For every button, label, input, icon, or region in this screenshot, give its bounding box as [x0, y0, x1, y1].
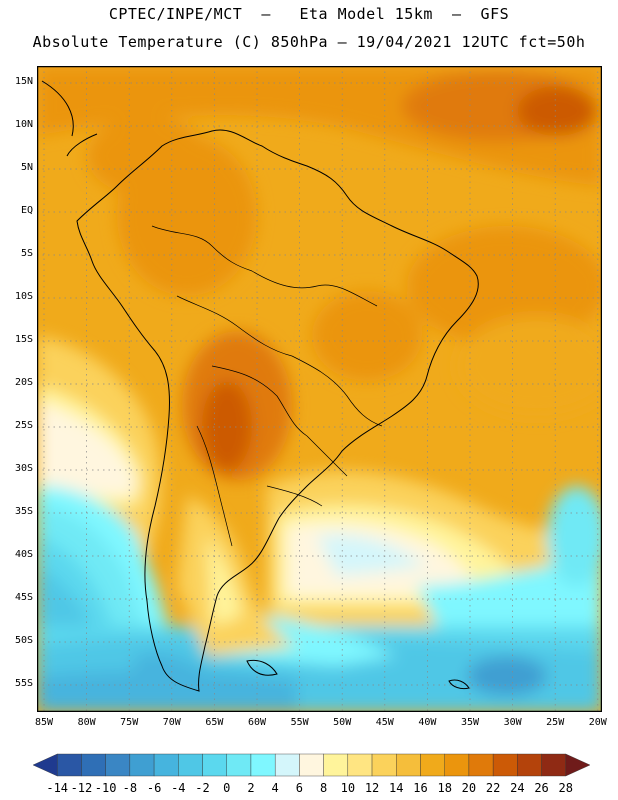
lon-tick-label: 20W	[588, 717, 607, 728]
colorbar-label: 10	[341, 781, 355, 795]
colorbar-swatch	[517, 753, 542, 777]
colorbar-label: -6	[147, 781, 161, 795]
colorbar-label: -2	[195, 781, 209, 795]
colorbar-swatch	[396, 753, 421, 777]
lon-tick-label: 70W	[162, 717, 181, 728]
colorbar-swatch	[226, 753, 252, 777]
lon-tick-label: 80W	[77, 717, 96, 728]
lat-tick-label: 15S	[14, 334, 33, 345]
colorbar-swatches	[32, 753, 591, 777]
colorbar: -14 -12 -10 -8 -6 -4 -2 0 2 4 6 8 10 12 14 16 18 20 22 24 26…	[32, 753, 591, 795]
lat-tick-label: 55S	[14, 678, 33, 689]
colorbar-labels: -14 -12 -10 -8 -6 -4 -2 0 2 4 6 8 10 12 14 16 18 20 22 24 26…	[46, 781, 573, 795]
lon-tick-label: 45W	[375, 717, 394, 728]
colorbar-swatch	[323, 753, 349, 777]
colorbar-label: 0	[223, 781, 230, 795]
colorbar-swatch	[274, 753, 300, 777]
coastlines	[41, 80, 479, 692]
colorbar-label: -4	[171, 781, 185, 795]
lat-tick-label: 10N	[14, 119, 33, 130]
colorbar-label: 12	[365, 781, 379, 795]
lon-tick-label: 40W	[418, 717, 437, 728]
colorbar-swatch	[202, 753, 227, 777]
colorbar-label: 18	[437, 781, 451, 795]
colorbar-label: -12	[71, 781, 93, 795]
colorbar-swatch	[105, 753, 131, 777]
colorbar-swatch	[420, 753, 445, 777]
lon-tick-label: 25W	[546, 717, 565, 728]
lon-tick-label: 85W	[34, 717, 54, 728]
colorbar-label: 24	[510, 781, 524, 795]
lon-tick-label: 55W	[290, 717, 309, 728]
lat-tick-label: 50S	[14, 635, 33, 646]
colorbar-label: 14	[389, 781, 403, 795]
colorbar-label: 28	[559, 781, 573, 795]
lat-tick-label: 5N	[20, 162, 33, 173]
colorbar-label: 22	[486, 781, 500, 795]
colorbar-swatch	[32, 753, 58, 777]
colorbar-swatch	[250, 753, 276, 777]
colorbar-swatch	[81, 753, 106, 777]
colorbar-swatch	[444, 753, 470, 777]
map-panel	[36, 65, 603, 713]
lon-tick-label: 65W	[205, 717, 224, 728]
lat-tick-label: 35S	[14, 506, 33, 517]
lat-tick-label: 45S	[14, 592, 33, 603]
lat-tick-label: 25S	[14, 420, 33, 431]
colorbar-label: 16	[413, 781, 427, 795]
lon-tick-label: 75W	[120, 717, 139, 728]
country-borders	[151, 225, 383, 547]
colorbar-swatch	[57, 753, 82, 777]
colorbar-label: -8	[123, 781, 137, 795]
chart-title-line1: CPTEC/INPE/MCT – Eta Model 15km – GFS	[108, 5, 510, 23]
lat-tick-label: 20S	[14, 377, 33, 388]
colorbar-swatch	[299, 753, 324, 777]
lat-tick-label: 15N	[14, 76, 33, 87]
temperature-field	[37, 66, 602, 712]
colorbar-swatch	[565, 753, 591, 777]
colorbar-label: 6	[296, 781, 303, 795]
map-frame	[36, 65, 603, 713]
colorbar-swatch	[347, 753, 373, 777]
colorbar-swatch	[468, 753, 494, 777]
colorbar-swatch	[541, 753, 566, 777]
lat-tick-label: 5S	[20, 248, 33, 259]
colorbar-swatch	[129, 753, 155, 777]
colorbar-swatch	[178, 753, 203, 777]
chart-title-line2: Absolute Temperature (C) 850hPa – 19/04/…	[32, 33, 586, 51]
temperature-map	[36, 65, 603, 713]
colorbar-swatch	[371, 753, 397, 777]
lat-tick-label: EQ	[20, 205, 33, 216]
lon-tick-label: 60W	[247, 717, 267, 728]
colorbar-label: 26	[534, 781, 548, 795]
colorbar-label: 4	[272, 781, 279, 795]
lat-tick-label: 40S	[14, 549, 33, 560]
colorbar-label: 8	[320, 781, 327, 795]
colorbar-label: -14	[46, 781, 68, 795]
lon-tick-label: 50W	[333, 717, 352, 728]
lat-tick-label: 10S	[14, 291, 33, 302]
colorbar-label: 20	[462, 781, 476, 795]
lon-tick-label: 35W	[460, 717, 480, 728]
lon-tick-label: 30W	[503, 717, 522, 728]
colorbar-swatch	[492, 753, 518, 777]
map-grid	[37, 66, 602, 712]
lat-tick-label: 30S	[14, 463, 33, 474]
colorbar-label: -10	[95, 781, 117, 795]
colorbar-swatch	[153, 753, 179, 777]
colorbar-label: 2	[247, 781, 254, 795]
